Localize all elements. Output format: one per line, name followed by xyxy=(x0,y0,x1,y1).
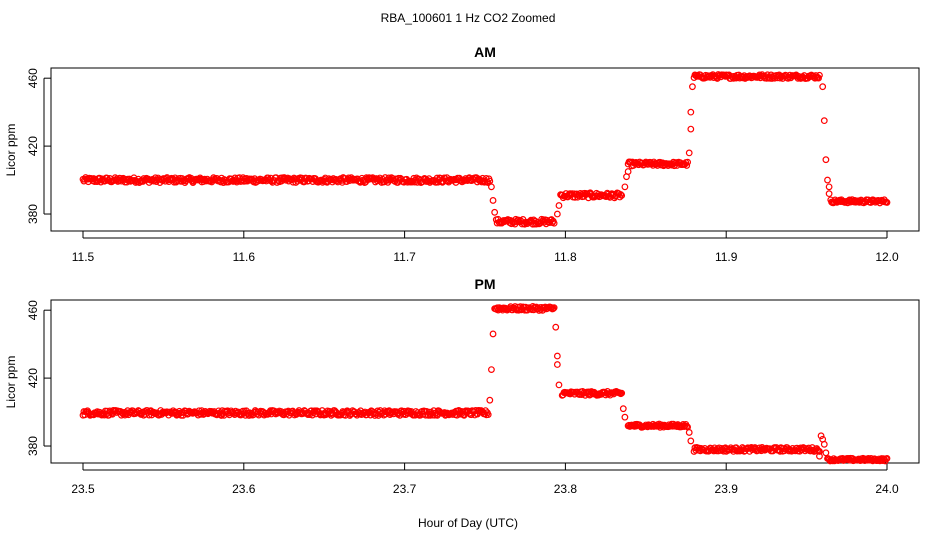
plot-frame xyxy=(50,299,920,464)
data-point xyxy=(486,396,494,404)
data-point xyxy=(684,158,692,166)
data-point xyxy=(306,411,314,419)
data-point xyxy=(687,437,695,445)
panel-am: AM Licor ppm 11.5 11.6 11.7 11.8 11.9 12.0 380… xyxy=(4,44,920,264)
data-point xyxy=(195,407,203,415)
data-point xyxy=(822,449,830,457)
data-point xyxy=(217,412,225,419)
figure-xlabel: Hour of Day (UTC) xyxy=(418,516,518,530)
y-axis-label: Licor ppm xyxy=(4,356,18,409)
data-point xyxy=(687,125,695,133)
data-point xyxy=(825,190,833,198)
panel-pm: PM Licor ppm 23.5 23.6 23.7 23.8 23.9 24.0 380… xyxy=(4,276,920,496)
data-point xyxy=(883,199,891,206)
data-point xyxy=(820,117,828,125)
y-tick-label: 380 xyxy=(26,436,40,456)
data-point xyxy=(685,149,693,157)
data-points xyxy=(79,303,891,465)
x-tick-label: 23.9 xyxy=(715,482,739,496)
data-point xyxy=(433,174,441,182)
plot-frame xyxy=(50,67,920,232)
y-axis-label: Licor ppm xyxy=(4,124,18,177)
data-point xyxy=(816,452,823,460)
data-point xyxy=(550,304,558,312)
data-point xyxy=(619,405,627,413)
x-tick-label: 11.9 xyxy=(715,250,738,264)
data-point xyxy=(617,191,625,198)
data-point xyxy=(825,183,833,191)
data-point xyxy=(489,330,497,338)
data-point xyxy=(822,156,830,164)
x-tick-label: 24.0 xyxy=(875,482,899,496)
x-tick-label: 23.6 xyxy=(232,482,256,496)
data-point xyxy=(553,352,561,360)
data-point xyxy=(816,448,823,455)
data-point xyxy=(488,183,495,191)
data-point xyxy=(488,366,495,374)
data-point xyxy=(683,422,691,430)
y-tick-label: 420 xyxy=(26,368,40,388)
data-point xyxy=(552,323,560,331)
data-point xyxy=(687,108,695,116)
data-point xyxy=(683,162,691,169)
data-point xyxy=(553,361,561,368)
data-point xyxy=(555,381,563,389)
y-tick-label: 460 xyxy=(26,68,40,88)
panel-title: PM xyxy=(475,276,496,292)
data-point xyxy=(814,446,822,454)
data-point xyxy=(489,197,497,204)
data-point xyxy=(426,411,434,419)
x-tick-label: 23.7 xyxy=(393,482,417,496)
data-point xyxy=(621,413,629,421)
data-point xyxy=(816,71,823,79)
data-point xyxy=(484,411,492,419)
y-tick-label: 380 xyxy=(26,204,40,224)
x-tick-label: 11.8 xyxy=(554,250,577,264)
y-tick-label: 460 xyxy=(26,300,40,320)
data-point xyxy=(685,429,693,436)
data-point xyxy=(820,440,828,448)
x-tick-label: 11.7 xyxy=(393,250,416,264)
data-point xyxy=(689,83,696,91)
data-point xyxy=(618,192,626,199)
data-point xyxy=(618,389,626,397)
data-point xyxy=(553,210,561,218)
figure-title: RBA_100601 1 Hz CO2 Zoomed xyxy=(381,11,556,25)
y-tick-label: 420 xyxy=(26,136,40,156)
x-tick-label: 23.8 xyxy=(554,482,578,496)
x-tick-label: 12.0 xyxy=(875,250,899,264)
x-tick-label: 23.5 xyxy=(71,482,95,496)
data-point xyxy=(824,176,831,184)
data-point xyxy=(810,74,818,81)
panel-title: AM xyxy=(474,44,496,60)
data-points xyxy=(79,71,891,228)
data-point xyxy=(621,183,629,191)
data-point xyxy=(550,219,558,227)
data-point xyxy=(624,168,632,175)
x-tick-label: 11.6 xyxy=(233,250,256,264)
data-point xyxy=(549,305,557,312)
data-point xyxy=(819,83,827,91)
x-tick-label: 11.5 xyxy=(72,250,95,264)
data-point xyxy=(814,73,822,81)
data-point xyxy=(484,179,492,186)
data-point xyxy=(527,216,535,224)
data-point xyxy=(817,432,825,440)
data-point xyxy=(883,455,891,462)
data-point xyxy=(491,208,499,216)
data-point xyxy=(555,202,563,209)
